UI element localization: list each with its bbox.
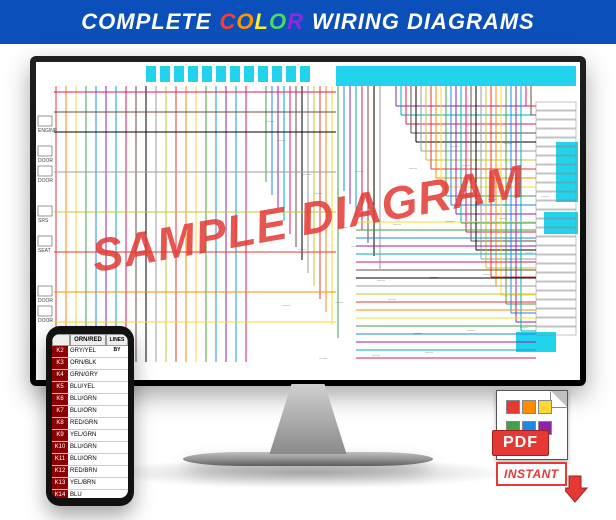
wire-label-cell: BLU [68, 490, 108, 498]
svg-text:DOOR: DOOR [38, 158, 53, 164]
phone-header-cell [52, 334, 70, 346]
wire-label-cell: ORN/BLK [68, 358, 108, 369]
svg-text:——: —— [377, 277, 385, 282]
svg-text:——: —— [520, 324, 528, 329]
svg-text:——: —— [356, 168, 364, 173]
svg-text:——: —— [393, 221, 401, 226]
svg-text:——: —— [467, 327, 475, 332]
phone-header-cell: LINES BY [106, 334, 128, 346]
svg-text:ENGINE: ENGINE [38, 128, 58, 134]
svg-text:SEAT: SEAT [38, 248, 51, 254]
svg-text:——: —— [298, 246, 306, 251]
banner-post: WIRING DIAGRAMS [312, 9, 535, 35]
wire-label-cell: GRN/GRY [68, 370, 108, 381]
phone-row: K3ORN/BLK [52, 358, 128, 370]
svg-text:——: —— [462, 162, 470, 167]
wire-label-cell: RED/BRN [68, 466, 108, 477]
banner-pre: COMPLETE [81, 9, 211, 35]
wire-label-cell: YEL/BRN [68, 478, 108, 489]
pin-cell: K5 [52, 382, 68, 393]
svg-text:——: —— [483, 271, 491, 276]
phone-header-cell: ORN/RED [70, 334, 106, 346]
svg-text:——: —— [409, 165, 417, 170]
wire-label-cell: BLU/ORN [68, 406, 108, 417]
svg-text:——: —— [525, 249, 533, 254]
svg-text:——: —— [319, 355, 327, 360]
wire-label-cell: YEL/GRN [68, 430, 108, 441]
title-banner: COMPLETE COLOR WIRING DIAGRAMS [0, 0, 616, 44]
phone-row: K9YEL/GRN [52, 430, 128, 442]
svg-text:——: —— [351, 243, 359, 248]
svg-text:——: —— [499, 215, 507, 220]
svg-text:——: —— [504, 140, 512, 145]
svg-text:——: —— [446, 218, 454, 223]
wire-label-cell: BLU/YEL [68, 382, 108, 393]
pin-cell: K14 [52, 490, 68, 498]
phone-row: K6BLU/GRN [52, 394, 128, 406]
banner-color-word: COLOR [219, 9, 303, 35]
svg-text:DOOR: DOOR [38, 298, 53, 304]
pdf-instant-badge: PDF INSTANT [496, 390, 578, 486]
pin-cell: K3 [52, 358, 68, 369]
phone-screen: ORN/RED LINES BY K2GRY/YELK3ORN/BLKK4GRN… [52, 334, 128, 498]
phone-row: K14BLU [52, 490, 128, 498]
wire-label-cell: BLU/GRN [68, 394, 108, 405]
phone-header: ORN/RED LINES BY [52, 334, 128, 346]
svg-text:——: —— [340, 224, 348, 229]
pin-cell: K10 [52, 442, 68, 453]
pin-cell: K11 [52, 454, 68, 465]
phone-row: K11BLU/ORN [52, 454, 128, 466]
pin-cell: K2 [52, 346, 68, 357]
pin-cell: K7 [52, 406, 68, 417]
svg-text:DOOR: DOOR [38, 178, 53, 184]
svg-text:——: —— [266, 118, 274, 123]
instant-label: INSTANT [496, 462, 567, 486]
svg-text:——: —— [451, 143, 459, 148]
monitor-stand [253, 384, 363, 454]
monitor-shadow [98, 458, 518, 488]
pin-cell: K12 [52, 466, 68, 477]
pdf-label: PDF [492, 430, 549, 456]
pin-cell: K8 [52, 418, 68, 429]
svg-text:——: —— [372, 352, 380, 357]
phone-row: K8RED/GRN [52, 418, 128, 430]
svg-text:——: —— [314, 190, 322, 195]
phone-row: K4GRN/GRY [52, 370, 128, 382]
pin-cell: K4 [52, 370, 68, 381]
svg-text:——: —— [541, 193, 549, 198]
wire-label-cell: BLU/GRN [68, 442, 108, 453]
phone-row: K13YEL/BRN [52, 478, 128, 490]
pdf-color-squares [505, 399, 559, 427]
svg-text:——: —— [425, 349, 433, 354]
wire-label-cell: BLU/ORN [68, 454, 108, 465]
svg-text:——: —— [277, 137, 285, 142]
svg-text:SRS: SRS [38, 218, 49, 224]
svg-text:——: —— [488, 196, 496, 201]
phone-row: K2GRY/YEL [52, 346, 128, 358]
svg-text:——: —— [282, 302, 290, 307]
svg-text:——: —— [388, 296, 396, 301]
svg-text:——: —— [414, 330, 422, 335]
svg-text:——: —— [430, 274, 438, 279]
phone-row: K10BLU/GRN [52, 442, 128, 454]
pin-cell: K6 [52, 394, 68, 405]
svg-text:DOOR: DOOR [38, 318, 53, 324]
wire-label-cell: GRY/YEL [68, 346, 108, 357]
instant-tag: INSTANT [496, 462, 565, 486]
phone-mockup: ORN/RED LINES BY K2GRY/YELK3ORN/BLKK4GRN… [46, 326, 134, 506]
pin-cell: K13 [52, 478, 68, 489]
phone-row: K7BLU/ORN [52, 406, 128, 418]
phone-row: K12RED/BRN [52, 466, 128, 478]
svg-text:——: —— [303, 171, 311, 176]
svg-text:——: —— [335, 299, 343, 304]
phone-row: K5BLU/YEL [52, 382, 128, 394]
wire-label-cell: RED/GRN [68, 418, 108, 429]
pin-cell: K9 [52, 430, 68, 441]
